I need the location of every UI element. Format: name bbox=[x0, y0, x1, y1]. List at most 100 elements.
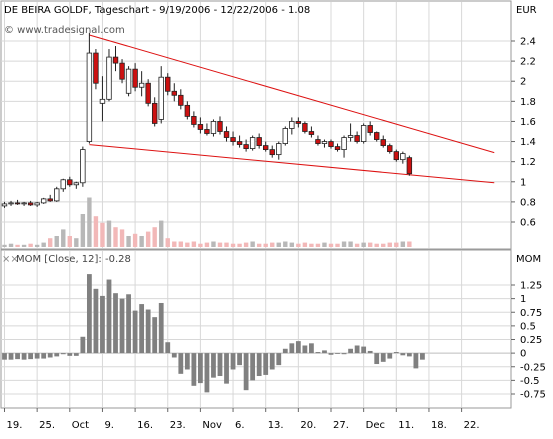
volume-bar bbox=[341, 241, 347, 247]
candle-body bbox=[60, 179, 66, 190]
volume-bar bbox=[263, 243, 268, 247]
momentum-bar bbox=[341, 353, 347, 355]
momentum-bar bbox=[139, 304, 145, 354]
candle-body bbox=[8, 202, 14, 205]
watermark: © www.tradesignal.com bbox=[4, 25, 125, 36]
candle-body bbox=[289, 121, 295, 129]
candle-body bbox=[393, 151, 399, 161]
momentum-tick-label: 1 bbox=[520, 294, 526, 305]
candle-body bbox=[360, 125, 367, 142]
momentum-tick-label: -0.75 bbox=[520, 390, 546, 401]
volume-bar bbox=[374, 243, 379, 247]
momentum-bar bbox=[224, 353, 229, 384]
momentum-bar bbox=[269, 353, 275, 370]
price-tick-label: 2.4 bbox=[520, 37, 536, 48]
trendline bbox=[89, 144, 495, 184]
price-tick-label: 1.4 bbox=[520, 137, 536, 148]
momentum-bar bbox=[86, 274, 92, 354]
x-tick-label: 25. bbox=[39, 420, 55, 431]
volume-bar bbox=[328, 243, 334, 247]
momentum-tick-label: 0.5 bbox=[520, 321, 536, 332]
candle-body bbox=[387, 145, 393, 153]
momentum-bar bbox=[243, 353, 249, 391]
volume-bar bbox=[243, 242, 249, 247]
candle-body bbox=[184, 104, 191, 117]
candle-body bbox=[80, 149, 86, 184]
volume-bars bbox=[2, 197, 412, 247]
candle-body bbox=[210, 121, 217, 134]
candle-body bbox=[138, 82, 145, 88]
candle-body bbox=[54, 188, 60, 202]
momentum-bar bbox=[328, 353, 334, 355]
volume-bar bbox=[407, 241, 412, 247]
candle-body bbox=[1, 203, 8, 207]
momentum-bar bbox=[237, 353, 242, 366]
price-y-axis: 2.4 2.2 2 1.8 1.6 1.4 1.2 1 0.8 0.6 bbox=[511, 37, 536, 229]
volume-bar bbox=[159, 220, 164, 247]
momentum-bar bbox=[171, 353, 177, 358]
price-tick-label: 0.6 bbox=[520, 218, 536, 229]
momentum-tick-label: 0.25 bbox=[520, 335, 542, 346]
candlesticks bbox=[1, 32, 413, 208]
momentum-bar bbox=[119, 298, 125, 354]
volume-bar bbox=[126, 236, 131, 247]
momentum-bar bbox=[184, 353, 190, 370]
x-tick-label: 18. bbox=[431, 420, 447, 431]
momentum-bar bbox=[406, 353, 412, 357]
volume-bar bbox=[34, 244, 40, 247]
momentum-bar bbox=[217, 353, 223, 377]
volume-bar bbox=[302, 242, 308, 247]
candle-body bbox=[171, 90, 177, 96]
volume-bar bbox=[165, 238, 170, 247]
candle-body bbox=[93, 52, 99, 84]
price-tick-label: 0.8 bbox=[520, 197, 536, 208]
momentum-bar bbox=[289, 343, 295, 354]
momentum-bar bbox=[380, 353, 386, 362]
volume-bar bbox=[354, 243, 360, 247]
momentum-bar bbox=[60, 353, 66, 355]
candle-body bbox=[132, 68, 138, 88]
volume-bar bbox=[204, 242, 210, 247]
x-tick-label: 6. bbox=[235, 420, 245, 431]
momentum-y-axis: 1.25 1 0.75 0.5 0.25 0 -0.25 -0.5 -0.75 bbox=[511, 281, 546, 401]
momentum-bar bbox=[54, 353, 60, 357]
momentum-bar bbox=[348, 348, 353, 354]
momentum-tick-label: -0.25 bbox=[520, 362, 546, 373]
candle-body bbox=[276, 143, 282, 156]
volume-bar bbox=[400, 241, 406, 247]
candle-body bbox=[99, 98, 106, 104]
candle-body bbox=[223, 131, 230, 138]
candle-body bbox=[315, 139, 321, 144]
momentum-bar bbox=[165, 342, 171, 354]
candle-body bbox=[282, 128, 288, 144]
momentum-bar bbox=[15, 353, 20, 360]
momentum-bar bbox=[126, 294, 131, 354]
volume-bar bbox=[237, 243, 242, 247]
volume-bar bbox=[276, 242, 281, 247]
candle-body bbox=[374, 132, 380, 140]
candle-body bbox=[400, 153, 406, 161]
volume-bar bbox=[283, 241, 288, 247]
momentum-bar bbox=[80, 336, 86, 354]
candle-body bbox=[243, 144, 249, 149]
volume-bar bbox=[132, 233, 138, 247]
volume-bar bbox=[152, 227, 157, 247]
momentum-bar bbox=[73, 353, 79, 356]
momentum-bar bbox=[198, 353, 203, 384]
momentum-bar bbox=[67, 353, 73, 356]
currency-label: EUR bbox=[516, 5, 537, 16]
price-tick-label: 2 bbox=[520, 77, 526, 88]
volume-bar bbox=[80, 214, 86, 247]
volume-bar bbox=[289, 242, 295, 247]
momentum-bar bbox=[420, 353, 425, 360]
price-chart-title: DE BEIRA GOLDF, Tageschart - 9/19/2006 -… bbox=[4, 5, 310, 16]
momentum-bar bbox=[152, 317, 158, 354]
volume-bar bbox=[348, 241, 353, 247]
volume-bar bbox=[230, 243, 236, 247]
candle-body bbox=[262, 145, 269, 150]
volume-bar bbox=[367, 242, 373, 247]
volume-bar bbox=[270, 242, 275, 247]
candle-body bbox=[125, 68, 132, 94]
price-panel-frame bbox=[0, 0, 512, 250]
momentum-bar bbox=[400, 353, 406, 356]
